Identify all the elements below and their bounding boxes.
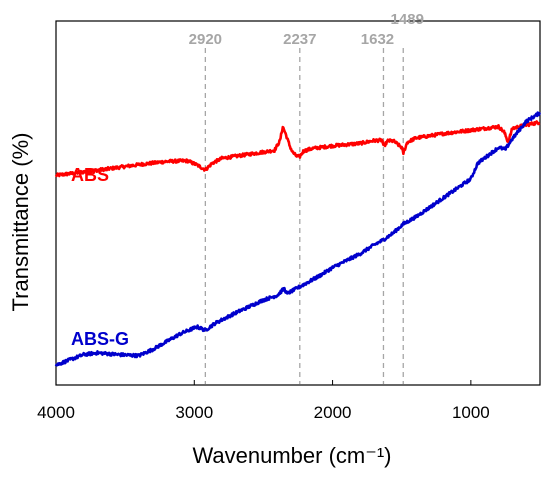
series-line-abs-g: [54, 111, 542, 367]
series-label-abs: ABS: [71, 165, 109, 185]
series-lines: [54, 111, 542, 367]
plot-frame: [55, 20, 541, 386]
series-line-abs: [54, 120, 541, 178]
x-axis-title: Wavenumber (cm⁻¹): [192, 443, 391, 468]
x-tick-label-2000: 2000: [314, 403, 352, 422]
peak-label-1632: 1632: [361, 31, 394, 48]
y-axis-title: Transmittance (%): [8, 133, 33, 312]
x-tick-label-1000: 1000: [452, 403, 490, 422]
series-label-abs-g: ABS-G: [71, 329, 129, 349]
x-tick-label-4000: 4000: [37, 403, 75, 422]
peak-markers: 2920 2237 1632 1489: [189, 11, 424, 384]
peak-label-2920: 2920: [189, 31, 222, 48]
peak-label-2237: 2237: [283, 31, 316, 48]
x-tick-label-3000: 3000: [175, 403, 213, 422]
x-axis-ticks: 4000 3000 2000 1000: [37, 380, 490, 422]
peak-label-1489: 1489: [391, 11, 424, 28]
